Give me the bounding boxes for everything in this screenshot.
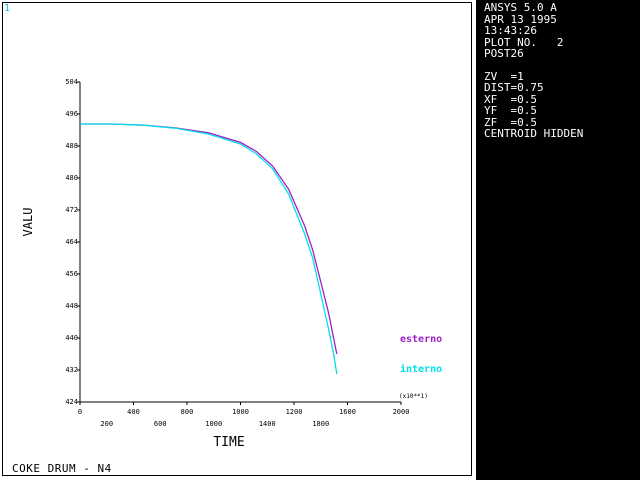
x-tick-label: 2000 xyxy=(393,408,410,416)
info-line: APR 13 1995 xyxy=(484,12,557,26)
series-line-interno xyxy=(80,123,338,375)
info-line: CENTROID HIDDEN xyxy=(484,127,584,140)
x-multiplier-label: (x10**1) xyxy=(399,393,428,400)
y-tick-label: 504 xyxy=(65,78,78,86)
x-tick-label-secondary: 600 xyxy=(154,420,167,428)
y-tick-label: 464 xyxy=(65,238,78,246)
info-line: ZF =0.5 xyxy=(484,115,537,129)
y-tick-label: 448 xyxy=(65,302,78,310)
series-line-esterno xyxy=(80,123,338,355)
x-tick-label: 800 xyxy=(181,408,194,416)
y-tick-label: 424 xyxy=(65,398,78,406)
x-tick-label: 0 xyxy=(78,408,82,416)
info-spacer xyxy=(484,60,638,71)
chart-axes: 424 432 440 448 456 464 472 480 488 496 504 0 400 800… xyxy=(21,78,428,450)
y-tick-label: 440 xyxy=(65,334,78,342)
x-tick-label-secondary: 200 xyxy=(100,420,113,428)
y-tick-label: 496 xyxy=(65,110,78,118)
info-line: DIST=0.75 xyxy=(484,81,544,94)
plot-frame xyxy=(2,2,472,476)
x-tick-label: 1000 xyxy=(232,408,249,416)
footer-title: COKE DRUM - N4 xyxy=(12,462,112,475)
x-tick-label-secondary: 1800 xyxy=(312,420,329,428)
info-line: ZV =1 xyxy=(484,69,524,83)
info-line: PLOT NO. 2 xyxy=(484,35,564,49)
y-tick-label: 456 xyxy=(65,270,78,278)
x-axis-title: TIME xyxy=(213,435,244,450)
line-chart: 424 432 440 448 456 464 472 480 488 496 504 0 400 800… xyxy=(21,78,442,450)
y-tick-label: 432 xyxy=(65,366,78,374)
y-tick-label: 472 xyxy=(65,206,78,214)
x-tick-label: 1600 xyxy=(339,408,356,416)
chart-legend: esterno interno xyxy=(400,334,442,375)
legend-label-interno: interno xyxy=(400,363,442,375)
info-panel: ANSYS 5.0 A APR 13 1995 13:43:26 PLOT NO… xyxy=(484,2,638,140)
x-tick-label: 1200 xyxy=(286,408,303,416)
legend-label-esterno: esterno xyxy=(400,334,442,345)
info-line: YF =0.5 xyxy=(484,104,537,117)
y-tick-label: 488 xyxy=(65,142,78,150)
window-number: 1 xyxy=(4,3,11,14)
y-tick-label: 480 xyxy=(65,174,78,182)
info-line: POST26 xyxy=(484,47,524,60)
x-tick-label: 400 xyxy=(127,408,140,416)
info-line: 13:43:26 xyxy=(484,24,537,37)
chart-series xyxy=(80,123,338,375)
y-axis-title: VALU xyxy=(21,208,35,237)
plot-area: 1 424 432 440 448 456 464 472 480 488 496 504 0 400 8… xyxy=(0,0,476,480)
x-tick-label-secondary: 1000 xyxy=(205,420,222,428)
info-line: ANSYS 5.0 A xyxy=(484,1,557,14)
info-line: XF =0.5 xyxy=(484,92,537,106)
x-tick-label-secondary: 1400 xyxy=(259,420,276,428)
